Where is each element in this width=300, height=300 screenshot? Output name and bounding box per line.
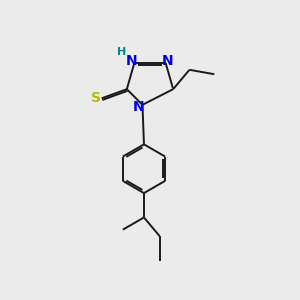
Text: H: H — [117, 47, 127, 57]
Text: N: N — [133, 100, 145, 114]
Text: S: S — [91, 91, 101, 105]
Text: N: N — [126, 55, 138, 68]
Text: N: N — [162, 55, 174, 68]
